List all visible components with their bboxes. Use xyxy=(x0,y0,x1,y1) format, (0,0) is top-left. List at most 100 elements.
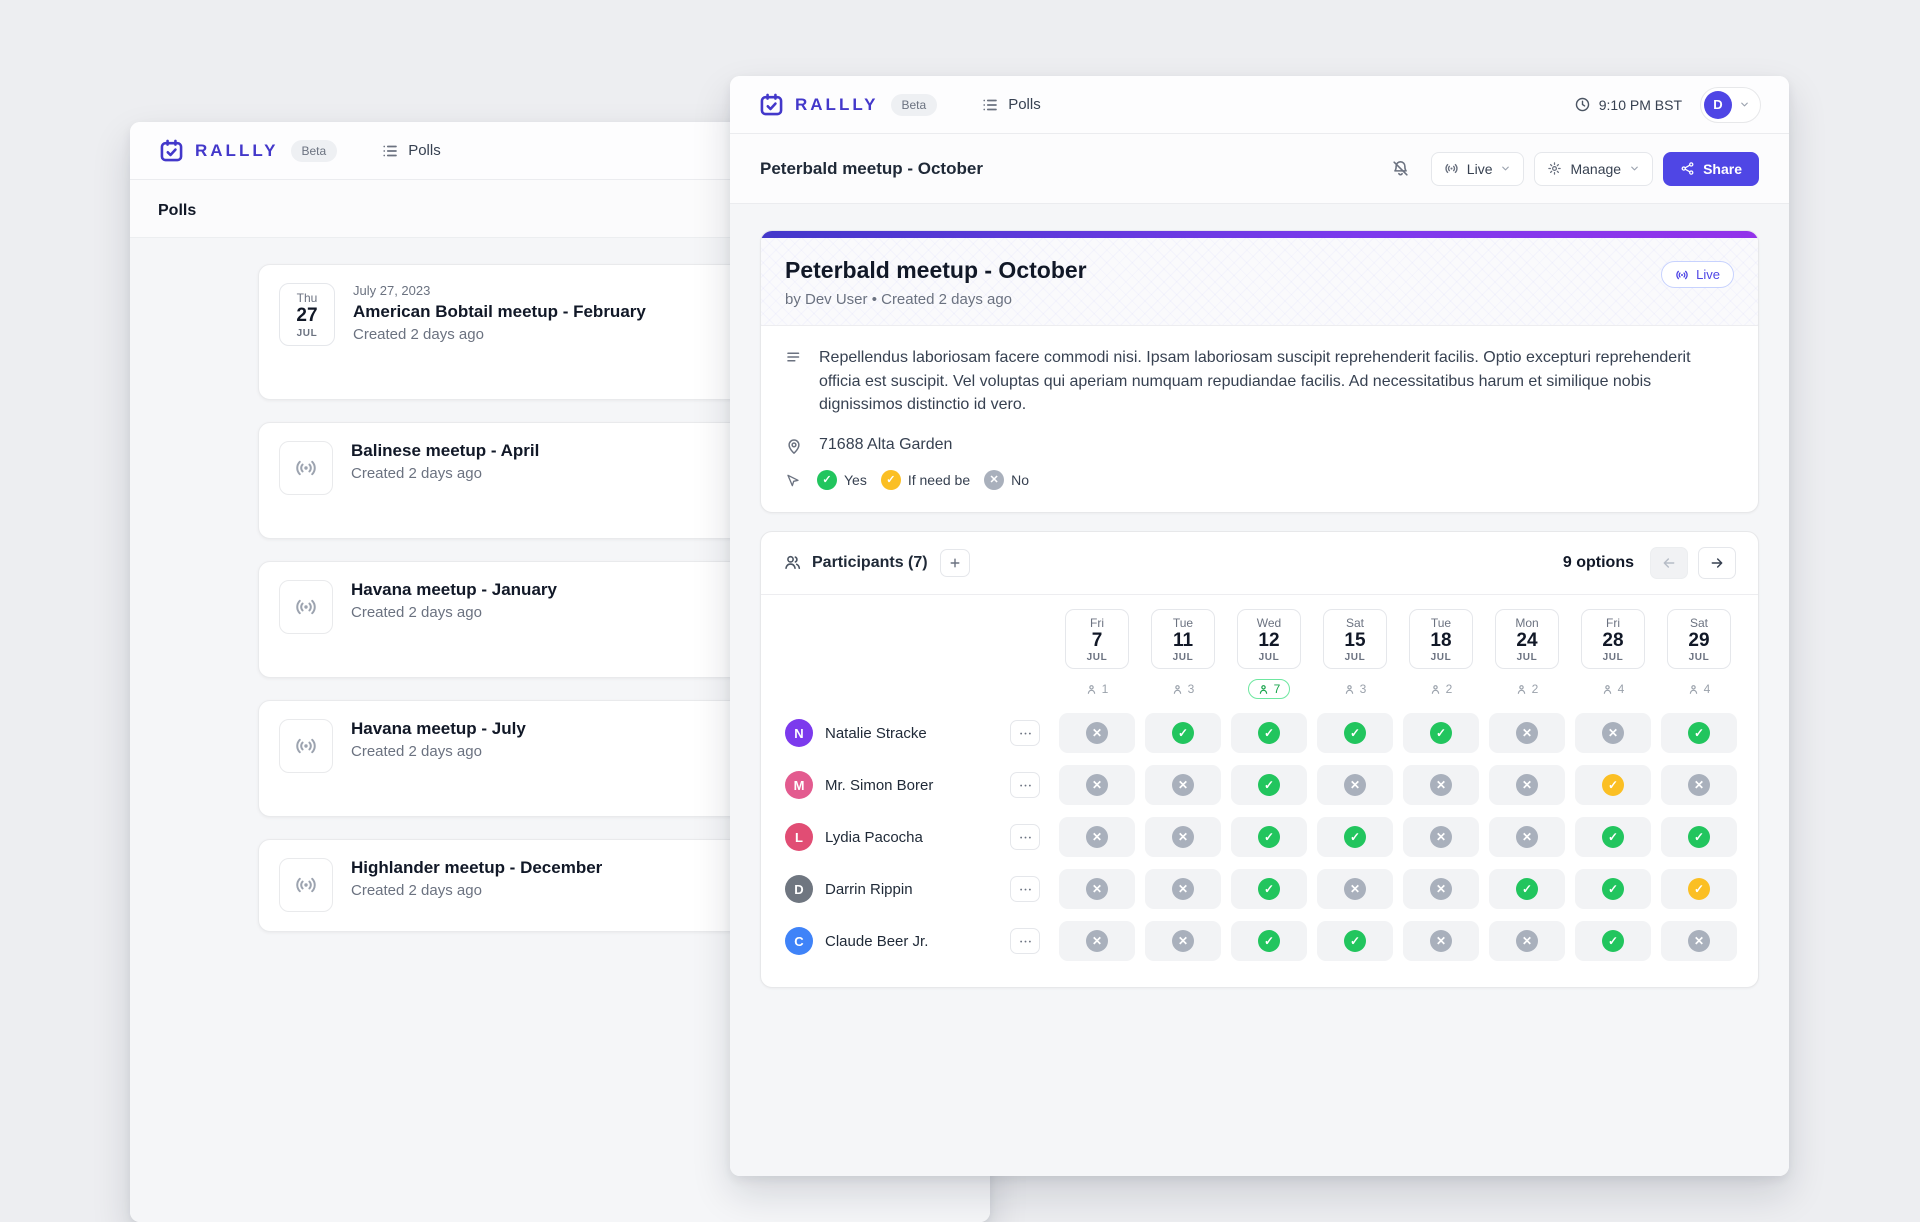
vote-cell[interactable] xyxy=(1489,921,1565,962)
date-option[interactable]: Tue 11 JUL xyxy=(1151,608,1215,670)
poll-title[interactable]: Balinese meetup - April xyxy=(351,441,540,460)
vote-cell[interactable] xyxy=(1575,765,1651,806)
count-column: 7 xyxy=(1226,679,1312,700)
vote-cell[interactable] xyxy=(1231,817,1307,858)
vote-cell-column xyxy=(1226,817,1312,858)
vote-cell[interactable] xyxy=(1575,921,1651,962)
vote-cell[interactable] xyxy=(1231,765,1307,806)
user-menu-button[interactable]: D xyxy=(1700,86,1761,123)
ellipsis-icon xyxy=(1019,940,1031,943)
vote-cell[interactable] xyxy=(1317,713,1393,754)
beta-badge: Beta xyxy=(290,139,338,162)
vote-cell[interactable] xyxy=(1661,765,1737,806)
person-icon xyxy=(1689,684,1697,694)
vote-cell[interactable] xyxy=(1403,765,1479,806)
vote-cell[interactable] xyxy=(1575,869,1651,910)
vote-icon xyxy=(1688,930,1710,953)
add-participant-button[interactable] xyxy=(939,548,970,577)
vote-cell[interactable] xyxy=(1489,713,1565,754)
vote-cell[interactable] xyxy=(1145,713,1221,754)
vote-cell[interactable] xyxy=(1661,713,1737,754)
vote-cell[interactable] xyxy=(1575,817,1651,858)
ellipsis-icon xyxy=(1019,836,1031,839)
vote-cell[interactable] xyxy=(1231,921,1307,962)
person-icon xyxy=(1259,684,1267,694)
clock-icon xyxy=(1575,97,1589,112)
vote-cell[interactable] xyxy=(1403,817,1479,858)
vote-cell[interactable] xyxy=(1145,869,1221,910)
vote-cell[interactable] xyxy=(1317,921,1393,962)
prev-options-button[interactable] xyxy=(1650,546,1688,579)
date-option[interactable]: Fri 7 JUL xyxy=(1065,608,1129,670)
brand-name: RALLLY xyxy=(195,140,279,160)
rallly-logo[interactable]: RALLLY xyxy=(758,91,879,118)
participant-avatars xyxy=(351,774,526,798)
poll-title[interactable]: Highlander meetup - December xyxy=(351,858,603,877)
vote-cell[interactable] xyxy=(1575,713,1651,754)
vote-cell[interactable] xyxy=(1661,921,1737,962)
nav-polls[interactable]: Polls xyxy=(981,96,1041,114)
date-option[interactable]: Sat 15 JUL xyxy=(1323,608,1387,670)
vote-count: 4 xyxy=(1688,682,1710,696)
vote-cell[interactable] xyxy=(1059,817,1135,858)
vote-count: 2 xyxy=(1430,682,1452,696)
vote-cell[interactable] xyxy=(1489,869,1565,910)
count-column: 3 xyxy=(1140,679,1226,699)
vote-cell[interactable] xyxy=(1317,765,1393,806)
location-row: 71688 Alta Garden xyxy=(785,435,1734,455)
date-option[interactable]: Mon 24 JUL xyxy=(1495,608,1559,670)
rallly-logo[interactable]: RALLLY xyxy=(158,137,279,164)
vote-cell[interactable] xyxy=(1231,869,1307,910)
date-option[interactable]: Tue 18 JUL xyxy=(1409,608,1473,670)
live-status-dropdown[interactable]: Live xyxy=(1430,151,1525,186)
vote-cell[interactable] xyxy=(1059,921,1135,962)
vote-cell[interactable] xyxy=(1489,765,1565,806)
ellipsis-icon xyxy=(1019,888,1031,891)
chevron-down-icon xyxy=(1631,166,1638,171)
vote-cell-column xyxy=(1226,869,1312,910)
date-option[interactable]: Fri 28 JUL xyxy=(1581,608,1645,670)
vote-cell[interactable] xyxy=(1145,765,1221,806)
participant-menu-button[interactable] xyxy=(1010,772,1040,799)
event-byline: by Dev User • Created 2 days ago xyxy=(785,291,1013,308)
date-option[interactable]: Wed 12 JUL xyxy=(1237,608,1301,670)
vote-count-value: 3 xyxy=(1359,682,1367,697)
participant-menu-button[interactable] xyxy=(1010,928,1040,955)
vote-cell[interactable] xyxy=(1403,921,1479,962)
date-column: Wed 12 JUL xyxy=(1226,608,1312,670)
vote-cell[interactable] xyxy=(1403,713,1479,754)
date-column: Tue 11 JUL xyxy=(1140,608,1226,670)
date-day: 28 xyxy=(1602,629,1624,651)
share-button[interactable]: Share xyxy=(1663,151,1759,186)
date-weekday: Wed xyxy=(1256,615,1282,630)
vote-cell[interactable] xyxy=(1661,817,1737,858)
participant-menu-button[interactable] xyxy=(1010,720,1040,747)
poll-title[interactable]: Havana meetup - July xyxy=(351,719,526,738)
map-pin-icon xyxy=(788,438,800,454)
vote-cell[interactable] xyxy=(1661,869,1737,910)
vote-cell[interactable] xyxy=(1317,817,1393,858)
vote-count: 3 xyxy=(1172,682,1194,696)
participant-menu-button[interactable] xyxy=(1010,824,1040,851)
vote-cell[interactable] xyxy=(1145,921,1221,962)
date-option[interactable]: Sat 29 JUL xyxy=(1667,608,1731,670)
nav-polls[interactable]: Polls xyxy=(381,142,441,160)
participant-cell: M Mr. Simon Borer xyxy=(777,771,1054,800)
vote-cell[interactable] xyxy=(1059,765,1135,806)
vote-cell[interactable] xyxy=(1145,817,1221,858)
participant-menu-button[interactable] xyxy=(1010,876,1040,903)
poll-title[interactable]: American Bobtail meetup - February xyxy=(353,302,646,321)
vote-cell[interactable] xyxy=(1317,869,1393,910)
vote-cell[interactable] xyxy=(1403,869,1479,910)
notifications-off-button[interactable] xyxy=(1382,150,1419,187)
vote-icon xyxy=(1344,774,1366,797)
vote-cell[interactable] xyxy=(1231,713,1307,754)
vote-cell[interactable] xyxy=(1059,713,1135,754)
next-options-button[interactable] xyxy=(1698,546,1736,579)
vote-cell[interactable] xyxy=(1489,817,1565,858)
participant-avatar: N xyxy=(785,719,813,748)
poll-title[interactable]: Havana meetup - January xyxy=(351,580,557,599)
manage-dropdown[interactable]: Manage xyxy=(1534,151,1654,186)
vote-cell[interactable] xyxy=(1059,869,1135,910)
participant-name: Claude Beer Jr. xyxy=(825,932,929,950)
